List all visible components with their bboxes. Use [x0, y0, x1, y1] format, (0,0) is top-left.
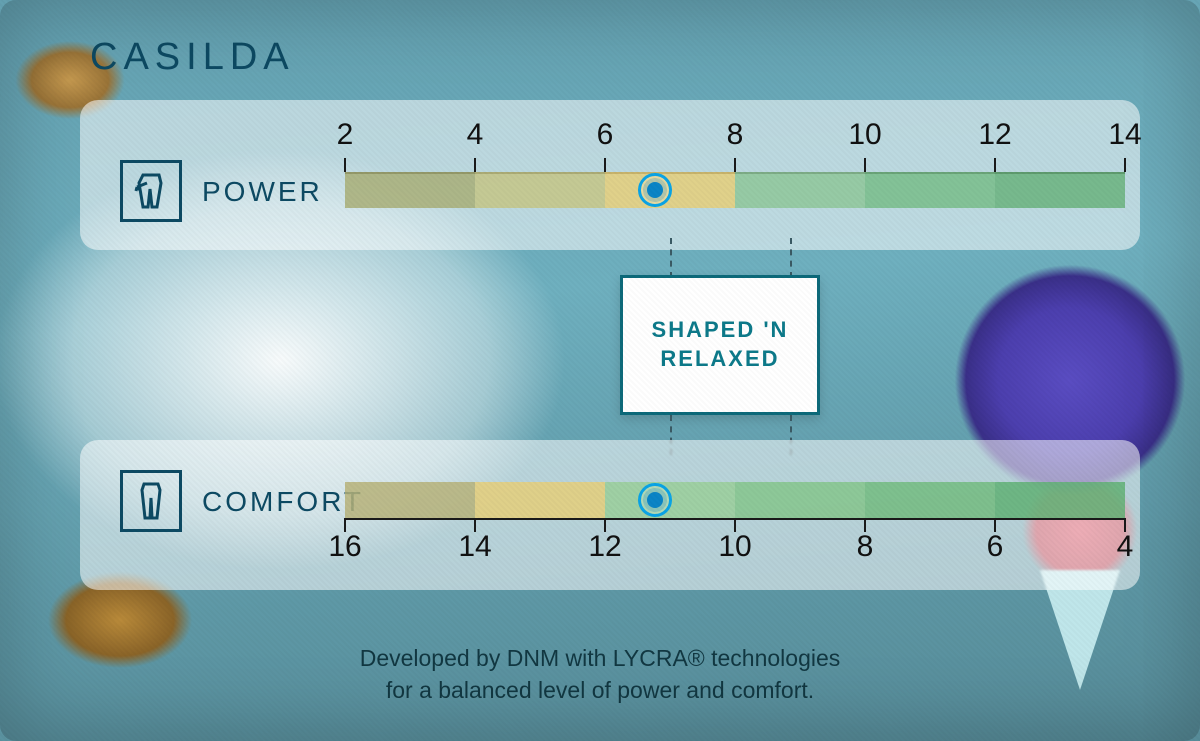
power-tick — [604, 158, 606, 172]
power-tick-label: 2 — [337, 118, 354, 152]
power-segment — [345, 172, 475, 208]
comfort-marker — [638, 483, 672, 517]
power-ticks: 2468101214 — [345, 118, 1125, 168]
comfort-tick-label: 12 — [588, 530, 621, 564]
power-segment — [735, 172, 865, 208]
zone-callout: SHAPED 'N RELAXED — [620, 275, 820, 415]
callout-line1: SHAPED 'N — [652, 317, 789, 342]
callout-line2: RELAXED — [660, 346, 779, 371]
power-tick-label: 6 — [597, 118, 614, 152]
power-segment — [865, 172, 995, 208]
comfort-tick-label: 8 — [857, 530, 874, 564]
comfort-label: COMFORT — [202, 486, 364, 518]
comfort-tick-label: 6 — [987, 530, 1004, 564]
power-tick-label: 4 — [467, 118, 484, 152]
power-marker — [638, 173, 672, 207]
power-tick-label: 8 — [727, 118, 744, 152]
power-panel: POWER 2 4 6 8 10 12 14 — [80, 100, 1140, 250]
jeans-measure-icon — [120, 160, 182, 222]
footer-blurb: Developed by DNM with LYCRA® technologie… — [0, 642, 1200, 706]
power-tick — [994, 158, 996, 172]
jeans-icon — [120, 470, 182, 532]
blurb-line1: Developed by DNM with LYCRA® technologie… — [360, 645, 841, 671]
power-tick — [344, 158, 346, 172]
power-tick — [1124, 158, 1126, 172]
power-segment — [475, 172, 605, 208]
comfort-tick-label: 4 — [1117, 530, 1134, 564]
comfort-panel: COMFORT 16141210864 — [80, 440, 1140, 590]
power-track — [345, 172, 1125, 208]
product-title: CASILDA — [90, 36, 295, 79]
comfort-tick-label: 14 — [458, 530, 491, 564]
infographic-stage: CASILDA POWER 2 4 6 8 10 12 14 SHAPED 'N RELAX… — [0, 0, 1200, 741]
power-tick — [864, 158, 866, 172]
comfort-ticks: 16141210864 — [345, 510, 1125, 560]
power-tick-label: 10 — [848, 118, 881, 152]
power-tick — [734, 158, 736, 172]
power-tick-label: 14 — [1108, 118, 1141, 152]
comfort-tick-label: 10 — [718, 530, 751, 564]
connector-dash — [790, 238, 792, 278]
power-label: POWER — [202, 176, 323, 208]
connector-dash — [670, 238, 672, 278]
comfort-tick-label: 16 — [328, 530, 361, 564]
power-tick — [474, 158, 476, 172]
blurb-line2: for a balanced level of power and comfor… — [386, 677, 814, 703]
power-segment — [995, 172, 1125, 208]
power-tick-label: 12 — [978, 118, 1011, 152]
